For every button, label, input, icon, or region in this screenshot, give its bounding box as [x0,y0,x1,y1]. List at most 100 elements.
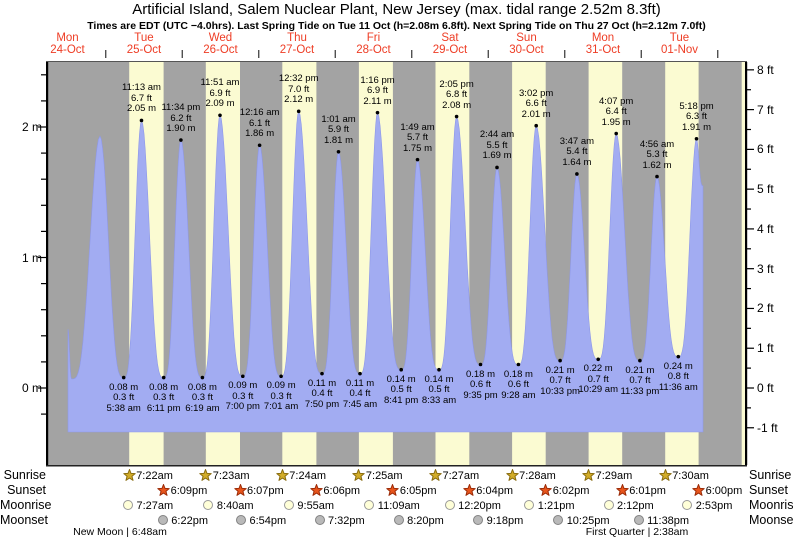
y-axis-right-tick [747,347,754,349]
sunset-row-label-left: Sunset [7,483,46,497]
day-date: 27-Oct [279,44,315,56]
y-axis-right-label: 3 ft [757,261,774,276]
high-tide-time: 11:34 pm [161,102,201,114]
moonset-circle [236,515,246,525]
moonset-row-label-right: Moonset [749,513,793,527]
low-tide-height-m: 0.14 m [386,373,416,385]
tide-extreme-dot [638,358,642,363]
tide-extreme-dot [358,371,362,376]
sunset-time: 6:00pm [705,485,743,497]
sunrise-time: 7:24am [289,470,326,482]
moonrise-circle [283,500,294,510]
sunset-row-label-right: Sunset [749,483,788,497]
y-axis-left-tick [41,230,46,232]
moonrise-time: 11:09am [377,500,420,512]
y-axis-left-tick [41,178,46,180]
y-axis-left-tick [38,387,46,389]
high-tide-height-ft: 6.8 ft [446,89,468,101]
tide-extreme-dot [161,375,166,380]
sunrise-time: 7:27am [442,470,480,482]
day-weekday: Sun [516,32,537,44]
low-tide-height-ft: 0.3 ft [232,390,254,402]
low-tide-height-m: 0.22 m [583,363,613,375]
high-tide-height-m: 2.11 m [363,95,392,107]
high-tide-time: 2:44 am [479,129,515,141]
moonrise-icon [603,499,614,510]
tide-extreme-dot [336,149,341,154]
low-tide-time: 7:45 am [342,398,378,410]
tide-extreme-dot [179,138,183,142]
moonrise-circle [524,500,535,510]
low-tide-height-ft: 0.3 ft [153,392,175,404]
moonset-time: 9:18pm [486,515,524,527]
tide-extreme-dot [478,362,483,367]
sunrise-time: 7:22am [136,470,173,482]
high-tide-height-m: 2.12 m [284,94,314,106]
low-tide-height-ft: 0.7 ft [587,373,609,385]
low-tide-time: 9:35 pm [463,389,498,401]
day-date: 01-Nov [660,44,699,56]
high-tide-height-m: 1.86 m [245,128,275,140]
low-tide-time: 10:29 am [578,384,618,396]
tide-extreme-dot [454,114,459,119]
moonrise-circle [444,500,455,510]
low-tide-height-m: 0.08 m [109,381,139,393]
low-tide-height-ft: 0.3 ft [270,390,292,402]
high-tide-time: 12:16 am [239,107,280,119]
y-axis-right-tick [747,367,751,369]
day-label: Mon 31-Oct [571,32,635,56]
high-tide-annotation: 11:51 am 6.9 ft 2.09 m [188,78,252,110]
moonrise-icon [444,499,455,510]
tide-extreme-dot [614,131,618,136]
tide-extreme-dot [375,110,380,115]
y-axis-right-label: -1 ft [757,420,778,435]
y-axis-right-tick [747,228,754,230]
y-axis-right-label: 2 ft [757,301,774,316]
moonset-row-label-left: Moonset [0,513,48,527]
low-tide-height-ft: 0.7 ft [629,375,651,387]
midnight-tick [717,50,719,58]
y-axis-right-tick [747,128,751,131]
high-tide-height-ft: 6.4 ft [605,106,627,118]
moonrise-circle [123,500,133,510]
moonrise-icon [364,499,375,510]
sunset-time: 6:07pm [247,485,284,497]
moonset-time: 11:38pm [647,515,690,527]
day-date: 25-Oct [126,44,162,56]
moonrise-time: 9:55am [297,500,335,512]
tide-extreme-dot [694,136,699,141]
sunrise-row-label-right: Sunrise [749,468,792,482]
high-tide-time: 5:18 pm [679,100,714,112]
low-tide-time: 6:11 pm [146,402,181,414]
sunset-time: 6:09pm [170,485,208,497]
moonset-circle [157,515,168,525]
low-tide-height-m: 0.21 m [545,364,575,376]
moonset-time: 6:54pm [249,515,287,527]
y-axis-right-tick [747,248,751,250]
moonrise-time: 7:27am [136,500,174,512]
low-tide-annotation: 0.18 m 0.6 ft 9:28 am [486,369,550,402]
moonset-icon [314,514,325,525]
low-tide-height-ft: 0.6 ft [507,379,529,390]
moon-phase-annotation: First Quarter | 2:38am [585,526,689,538]
high-tide-annotation: 3:47 am 5.4 ft 1.64 m [545,136,609,169]
tide-curve [67,110,704,433]
moonrise-icon [682,499,693,510]
moonrise-time: 2:53pm [695,500,733,512]
low-tide-height-ft: 0.3 ft [113,392,135,404]
moonrise-circle [603,500,614,510]
day-weekday: Tue [669,32,690,44]
low-tide-annotation: 0.14 m 0.5 ft 8:41 pm [369,373,433,407]
low-tide-annotation: 0.22 m 0.7 ft 10:29 am [566,364,630,396]
high-tide-height-m: 2.09 m [205,98,235,110]
moonrise-circle [203,500,214,510]
y-axis-left-tick [41,204,46,206]
day-weekday: Thu [287,32,307,44]
moonset-circle [314,515,325,525]
day-weekday: Mon [56,32,79,44]
high-tide-time: 4:07 pm [599,95,634,107]
high-tide-time: 1:16 pm [360,74,395,86]
high-tide-time: 11:51 am [200,77,240,89]
day-date: 30-Oct [509,44,544,56]
sunrise-time: 7:23am [212,470,250,482]
